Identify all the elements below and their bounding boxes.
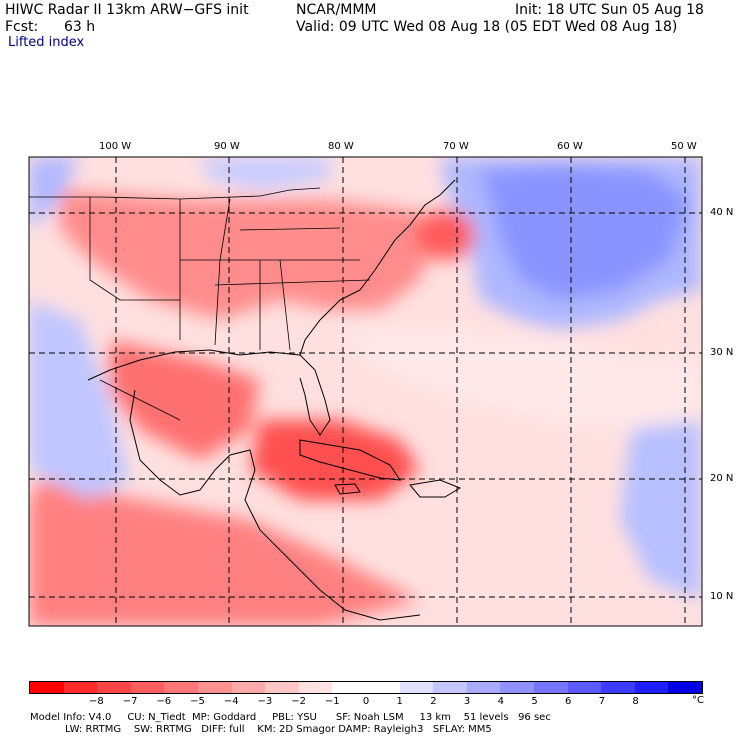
colorbar-tick-label: −3 (257, 696, 273, 707)
lat-label-20n: 20 N (710, 473, 734, 484)
model-title: HIWC Radar II 13km ARW−GFS init (5, 2, 249, 18)
stable-region-canada (200, 157, 330, 190)
colorbar-swatch (365, 682, 400, 693)
colorbar-swatch (130, 682, 165, 693)
lat-label-40n: 40 N (710, 207, 734, 218)
colorbar-tick-label: 6 (565, 696, 572, 707)
colorbar-swatch (533, 682, 568, 693)
political-borders (29, 187, 371, 421)
colorbar-unit: °C (692, 695, 704, 706)
colorbar-tick-label: 4 (497, 696, 504, 707)
colorbar-swatch (500, 682, 534, 693)
unstable-patch-offshore (415, 210, 475, 260)
forecast-label: Fcst: (5, 19, 39, 35)
colorbar-tick-label: 8 (632, 696, 639, 707)
field-name: Lifted index (8, 35, 85, 50)
colorbar-swatch (668, 682, 702, 693)
coastlines (87, 179, 462, 621)
model-info-line1: Model Info: V4.0 CU: N_Tiedt MP: Goddard… (30, 712, 551, 723)
colorbar-swatch (30, 682, 64, 693)
colorbar-swatch (164, 682, 198, 693)
colorbar-swatch (466, 682, 501, 693)
colorbar-swatch (634, 682, 669, 693)
colorbar-swatch (298, 682, 333, 693)
colorbar-tick-label: 1 (396, 696, 403, 707)
lon-label-50w: 50 W (671, 141, 697, 152)
colorbar-tick-label: −7 (122, 696, 138, 707)
colorbar-tick-label: 0 (362, 696, 370, 707)
unstable-region-gulf (110, 340, 260, 460)
colorbar-tick-label: −8 (89, 696, 104, 707)
lon-label-60w: 60 W (557, 141, 583, 152)
colorbar-swatch (332, 682, 366, 693)
lon-label-80w: 80 W (328, 141, 354, 152)
forecast-hour: 63 h (64, 19, 96, 35)
colorbar-swatch (265, 682, 299, 693)
neutral-band (340, 330, 702, 430)
colorbar-tick-label: −5 (190, 696, 205, 707)
colorbar-swatch (231, 682, 266, 693)
colorbar-swatch (63, 682, 98, 693)
colorbar-tick-label: −4 (223, 696, 239, 707)
unstable-region-caribbean (250, 420, 420, 500)
colorbar-tick-label: 5 (531, 696, 538, 707)
colorbar-swatch (601, 682, 635, 693)
organization: NCAR/MMM (296, 2, 377, 18)
stable-region-nw (29, 157, 80, 230)
init-time: Init: 18 UTC Sun 05 Aug 18 (515, 2, 704, 18)
colorbar-tick-label: −1 (324, 696, 340, 707)
stable-region-west (29, 300, 130, 500)
lon-label-100w: 100 W (99, 141, 132, 152)
colorbar-tick-label: −6 (156, 696, 172, 707)
lon-label-70w: 70 W (443, 141, 469, 152)
lat-label-10n: 10 N (710, 591, 734, 602)
model-info-line2: LW: RRTMG SW: RRTMG DIFF: full KM: 2D Sm… (30, 724, 492, 735)
map-frame (28, 156, 703, 627)
colorbar-swatch (567, 682, 602, 693)
colorbar-tick-label: 2 (430, 696, 437, 707)
colorbar-swatch (433, 682, 467, 693)
colorbar-swatch (399, 682, 434, 693)
stable-core-atlantic (480, 165, 690, 300)
colorbar-tick-label: −2 (291, 696, 306, 707)
colorbar-swatch (197, 682, 232, 693)
unstable-region-south (29, 480, 420, 626)
valid-time: Valid: 09 UTC Wed 08 Aug 18 (05 EDT Wed … (296, 19, 678, 35)
colorbar-tick-label: 3 (463, 696, 471, 707)
colorbar (29, 681, 703, 694)
unstable-region-seus (60, 190, 440, 320)
lon-label-90w: 90 W (214, 141, 240, 152)
colorbar-tick-label: 7 (598, 696, 606, 707)
colorbar-swatch (97, 682, 131, 693)
lat-lon-grid (29, 157, 702, 626)
lat-label-30n: 30 N (710, 347, 734, 358)
